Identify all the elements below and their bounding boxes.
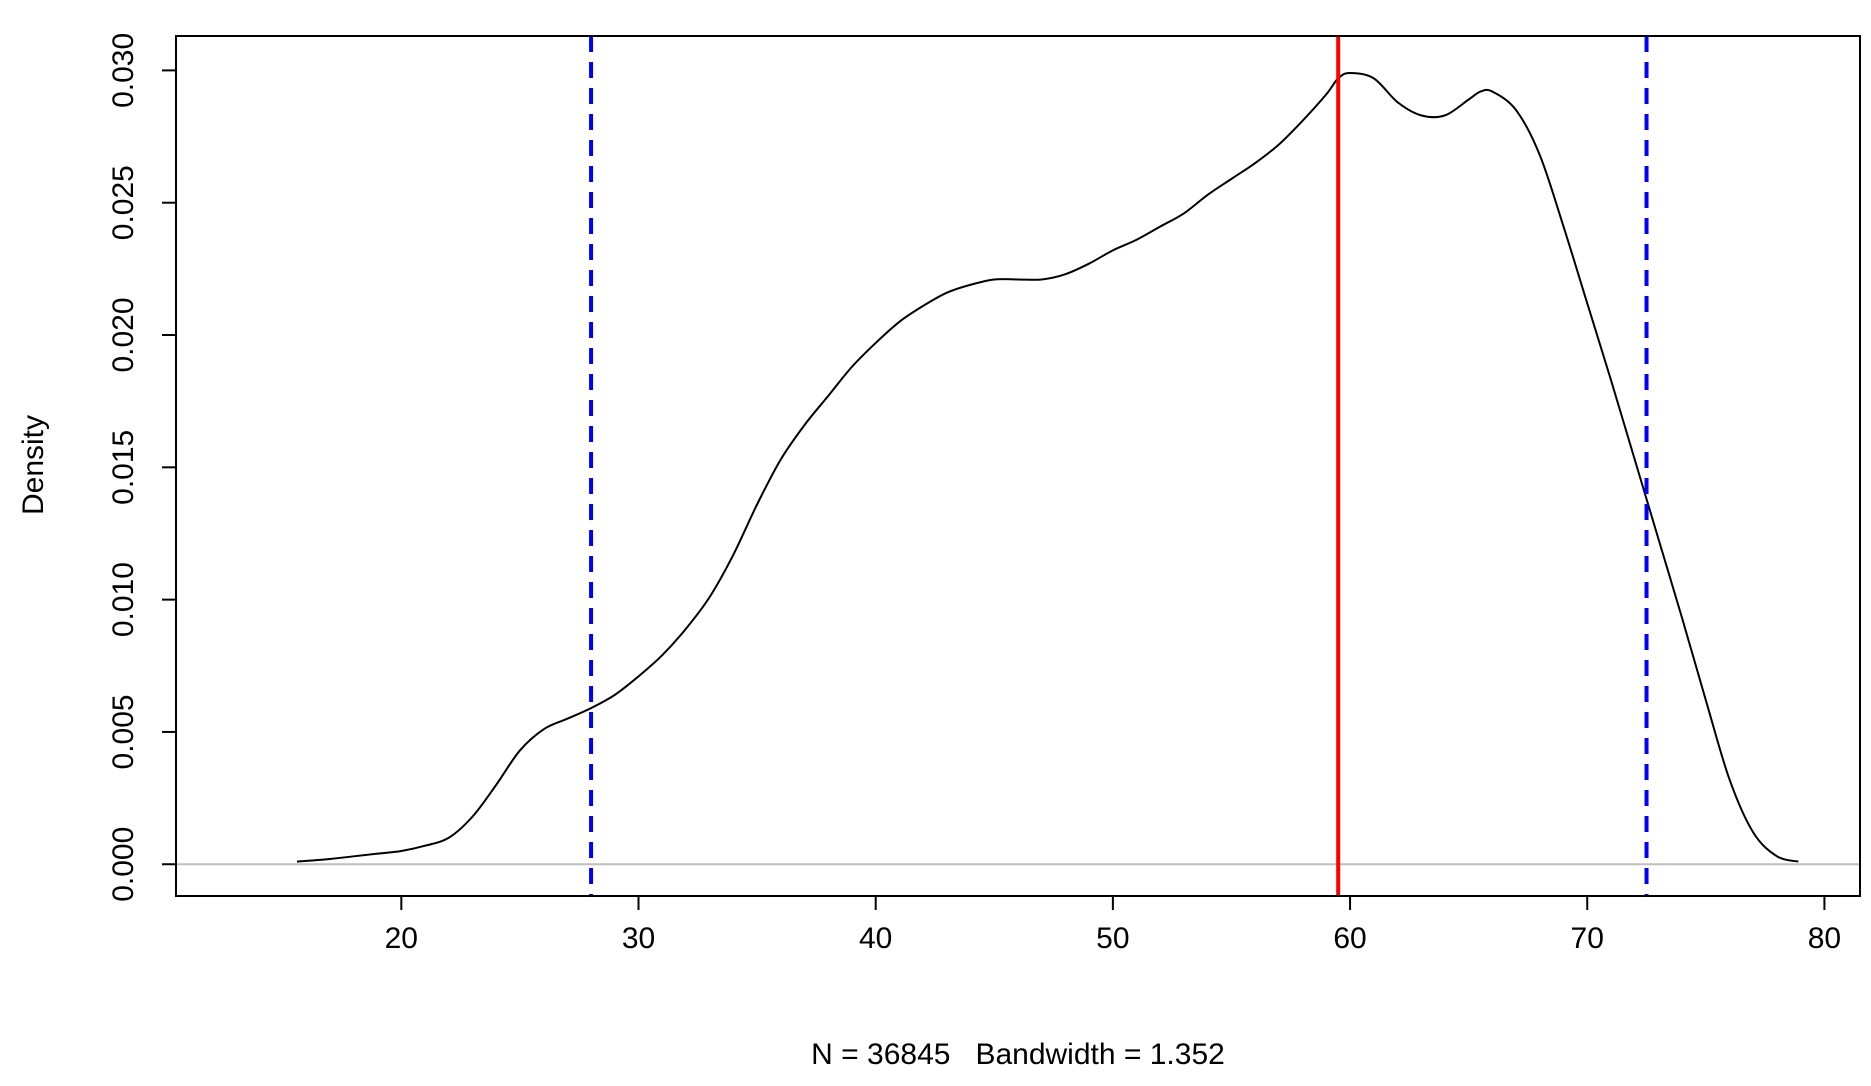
- x-axis: 20 30 40 50 60 70 80: [385, 895, 1841, 955]
- y-tick-label-4: 0.020: [107, 297, 140, 372]
- y-tick-label-6: 0.030: [107, 33, 140, 108]
- y-tick-label-5: 0.025: [107, 165, 140, 240]
- x-axis-title: N = 36845 Bandwidth = 1.352: [811, 1038, 1225, 1071]
- density-curve-layer: [296, 72, 1799, 863]
- x-tick-label-60: 60: [1333, 922, 1366, 955]
- x-tick-label-20: 20: [385, 922, 418, 955]
- x-tick-label-80: 80: [1808, 922, 1841, 955]
- y-axis: 0.000 0.005 0.010 0.015 0.020 0.025 0.030: [107, 33, 177, 902]
- y-tick-label-0: 0.000: [107, 827, 140, 902]
- y-tick-label-2: 0.010: [107, 562, 140, 637]
- y-tick-label-1: 0.005: [107, 694, 140, 769]
- density-curve-0: [296, 72, 1799, 863]
- x-tick-label-50: 50: [1096, 922, 1129, 955]
- x-tick-label-30: 30: [622, 922, 655, 955]
- x-tick-label-70: 70: [1571, 922, 1604, 955]
- y-tick-label-3: 0.015: [107, 430, 140, 505]
- x-tick-label-40: 40: [859, 922, 892, 955]
- y-axis-title: Density: [17, 415, 50, 515]
- vertical-lines-layer: [589, 36, 1649, 896]
